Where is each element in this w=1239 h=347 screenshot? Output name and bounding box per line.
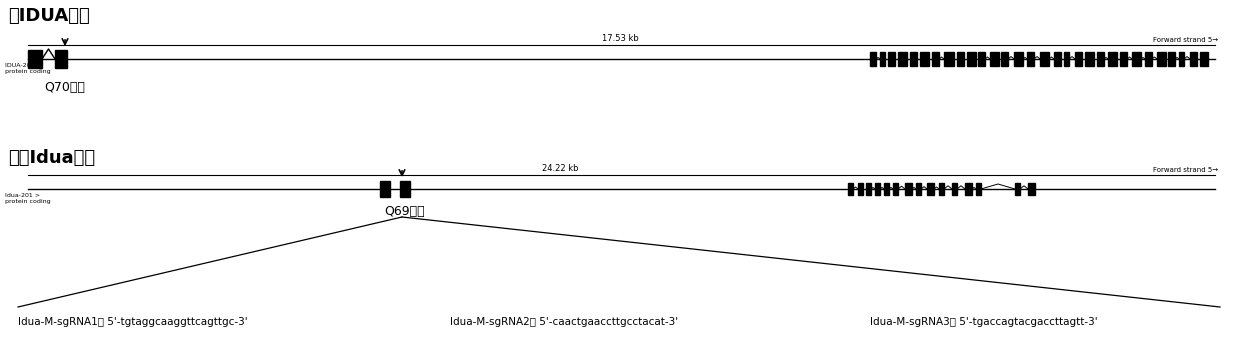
Bar	[966, 52, 976, 66]
Bar	[1108, 52, 1118, 66]
Bar	[380, 181, 390, 197]
Bar	[866, 183, 871, 195]
Text: Q69位点: Q69位点	[384, 205, 425, 218]
Bar	[1054, 52, 1061, 66]
Text: Q70位点: Q70位点	[45, 81, 85, 94]
Bar	[888, 52, 895, 66]
Bar	[28, 50, 42, 68]
Bar	[904, 183, 912, 195]
Bar	[976, 183, 981, 195]
Bar	[1201, 52, 1208, 66]
Bar	[55, 50, 67, 68]
Bar	[965, 183, 973, 195]
Bar	[847, 183, 852, 195]
Bar	[880, 52, 885, 66]
Text: Idua-201 >
protein coding: Idua-201 > protein coding	[5, 193, 51, 204]
Text: Forward strand 5→: Forward strand 5→	[1152, 167, 1218, 173]
Bar	[916, 183, 921, 195]
Bar	[1027, 52, 1035, 66]
Bar	[1028, 183, 1035, 195]
Bar	[909, 52, 917, 66]
Text: IDUA-201 >
protein coding: IDUA-201 > protein coding	[5, 63, 51, 74]
Bar	[952, 183, 957, 195]
Text: 17.53 kb: 17.53 kb	[602, 34, 638, 43]
Bar	[1085, 52, 1094, 66]
Bar	[1180, 52, 1184, 66]
Bar	[883, 183, 890, 195]
Bar	[898, 52, 907, 66]
Bar	[1097, 52, 1104, 66]
Bar	[978, 52, 985, 66]
Bar	[1120, 52, 1127, 66]
Bar	[857, 183, 864, 195]
Bar	[893, 183, 898, 195]
Text: Idua-M-sgRNA1： 5'-tgtaggcaaggttcagttgc-3': Idua-M-sgRNA1： 5'-tgtaggcaaggttcagttgc-3…	[19, 317, 248, 327]
Text: Idua-M-sgRNA3： 5'-tgaccagtacgaccttagtt-3': Idua-M-sgRNA3： 5'-tgaccagtacgaccttagtt-3…	[870, 317, 1098, 327]
Text: Idua-M-sgRNA2： 5'-caactgaaccttgcctacat-3': Idua-M-sgRNA2： 5'-caactgaaccttgcctacat-3…	[450, 317, 678, 327]
Bar	[870, 52, 876, 66]
Bar	[1015, 183, 1020, 195]
Bar	[1132, 52, 1141, 66]
Bar	[932, 52, 939, 66]
Text: 24.22 kb: 24.22 kb	[541, 164, 579, 173]
Bar	[875, 183, 880, 195]
Bar	[957, 52, 964, 66]
Bar	[921, 52, 929, 66]
Text: Forward strand 5→: Forward strand 5→	[1152, 37, 1218, 43]
Bar	[1145, 52, 1152, 66]
Bar	[1189, 52, 1197, 66]
Bar	[1168, 52, 1175, 66]
Bar	[1014, 52, 1023, 66]
Bar	[1157, 52, 1166, 66]
Bar	[1064, 52, 1069, 66]
Bar	[927, 183, 934, 195]
Text: 人IDUA基因: 人IDUA基因	[7, 7, 89, 25]
Bar	[1040, 52, 1049, 66]
Bar	[944, 52, 954, 66]
Bar	[1001, 52, 1009, 66]
Bar	[1075, 52, 1082, 66]
Bar	[990, 52, 999, 66]
Text: 小鼠Idua基因: 小鼠Idua基因	[7, 149, 95, 167]
Bar	[400, 181, 410, 197]
Bar	[939, 183, 944, 195]
